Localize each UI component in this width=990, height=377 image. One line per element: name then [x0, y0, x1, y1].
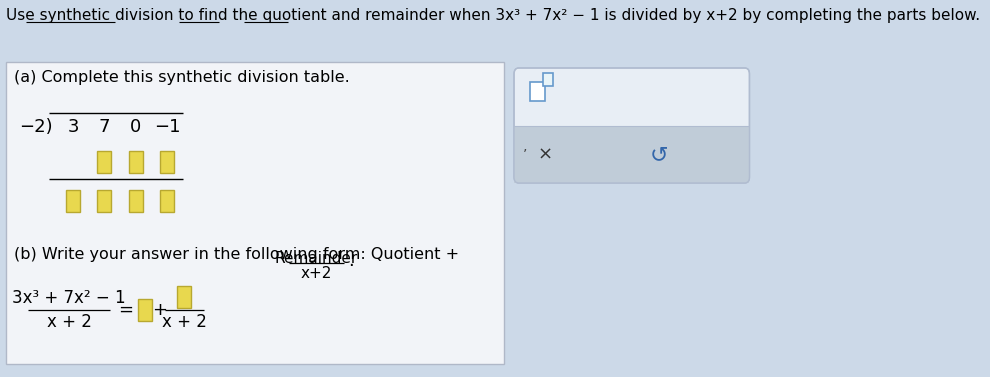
FancyBboxPatch shape	[0, 0, 777, 377]
FancyBboxPatch shape	[66, 190, 80, 212]
Text: x+2: x+2	[301, 266, 332, 281]
FancyBboxPatch shape	[177, 286, 191, 308]
Text: x + 2: x + 2	[47, 313, 91, 331]
Text: −1: −1	[153, 118, 180, 136]
Text: (a) Complete this synthetic division table.: (a) Complete this synthetic division tab…	[14, 70, 349, 85]
FancyBboxPatch shape	[514, 126, 749, 183]
Text: 3: 3	[67, 118, 79, 136]
FancyBboxPatch shape	[6, 62, 504, 364]
Text: .: .	[347, 252, 353, 270]
Text: ×: ×	[538, 146, 553, 164]
Text: 3x³ + 7x² − 1: 3x³ + 7x² − 1	[12, 289, 126, 307]
FancyBboxPatch shape	[129, 151, 143, 173]
Text: Use synthetic division to find the quotient and remainder when 3x³ + 7x² − 1 is : Use synthetic division to find the quoti…	[6, 8, 980, 23]
FancyBboxPatch shape	[129, 190, 143, 212]
Text: ↺: ↺	[649, 145, 668, 165]
FancyBboxPatch shape	[544, 73, 553, 86]
Text: −2): −2)	[19, 118, 52, 136]
FancyBboxPatch shape	[160, 190, 174, 212]
FancyBboxPatch shape	[97, 151, 112, 173]
FancyBboxPatch shape	[514, 68, 749, 183]
FancyBboxPatch shape	[530, 82, 545, 101]
Text: 7: 7	[99, 118, 110, 136]
Text: +: +	[151, 301, 166, 319]
FancyBboxPatch shape	[97, 190, 112, 212]
Text: Remainder: Remainder	[274, 251, 358, 266]
Text: =: =	[118, 301, 133, 319]
Text: ’: ’	[523, 148, 528, 162]
FancyBboxPatch shape	[139, 299, 152, 321]
FancyBboxPatch shape	[160, 151, 174, 173]
Text: 0: 0	[130, 118, 142, 136]
Text: x + 2: x + 2	[162, 313, 207, 331]
Text: (b) Write your answer in the following form: Quotient +: (b) Write your answer in the following f…	[14, 247, 459, 262]
